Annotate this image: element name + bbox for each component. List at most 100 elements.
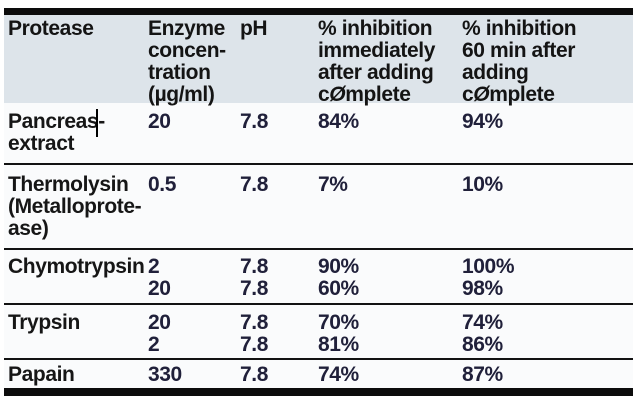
inhibition-value: 90% (318, 255, 359, 278)
ph-value: 7.8 (240, 110, 268, 133)
table-row-pancreas-extract: Pancreas- extract 20 7.8 84% 94% (4, 103, 633, 163)
header-label: pH (240, 17, 268, 40)
concentration-value: 2 (148, 255, 160, 278)
inhibition-60-cell: 100% 98% (458, 256, 633, 300)
header-label: immediately (318, 39, 435, 62)
table-row-trypsin: Trypsin 20 2 7.8 7.8 70% 81% 74% 86% (4, 305, 633, 358)
header-label: % inhibition (462, 17, 577, 40)
inhibition-value: 7% (318, 173, 348, 196)
concentration-cell: 2 20 (144, 256, 236, 300)
ph-cell: 7.8 (236, 111, 314, 133)
slashed-o-glyph: Ø (329, 83, 346, 106)
concentration-cell: 20 2 (144, 312, 236, 356)
ph-cell: 7.8 7.8 (236, 312, 314, 356)
inhibition-60-cell: 74% 86% (458, 312, 633, 356)
inhibition-0-cell: 70% 81% (314, 312, 458, 356)
inhibition-value: 86% (462, 333, 503, 356)
concentration-value: 330 (148, 363, 182, 386)
concentration-value: 0.5 (148, 173, 176, 196)
header-label: after adding (318, 61, 434, 84)
table-row-thermolysin: Thermolysin (Metalloprote- ase) 0.5 7.8 … (4, 165, 633, 248)
inhibition-value: 100% (462, 255, 515, 278)
row-separator (4, 303, 633, 305)
protease-name: Pancreas- (8, 110, 105, 133)
inhibition-0-cell: 74% (314, 364, 458, 386)
ph-value: 7.8 (240, 255, 268, 278)
ph-value: 7.8 (240, 311, 268, 334)
table-header-row: Protease Enzyme concen- tration (µg/ml) … (4, 15, 633, 106)
protease-name: Thermolysin (8, 173, 129, 196)
ph-value: 7.8 (240, 363, 268, 386)
inhibition-60-cell: 10% (458, 174, 633, 196)
header-label: Enzyme (148, 17, 225, 40)
header-label: Protease (8, 17, 94, 40)
table-top-rule (4, 8, 633, 15)
concentration-value: 20 (148, 277, 171, 300)
ph-value: 7.8 (240, 333, 268, 356)
protease-name: ase) (8, 217, 49, 240)
protease-cell: Thermolysin (Metalloprote- ase) (4, 174, 144, 240)
header-label: 60 min after (462, 39, 576, 62)
header-protease: Protease (4, 18, 144, 40)
inhibition-60-cell: 87% (458, 364, 633, 386)
inhibition-value: 74% (462, 311, 503, 334)
row-separator (4, 248, 633, 250)
row-separator (4, 163, 633, 165)
table-row-chymotrypsin: Chymotrypsin 2 20 7.8 7.8 90% 60% 100% 9… (4, 250, 633, 303)
brand-text: c (318, 83, 330, 106)
protease-cell: Trypsin (4, 312, 144, 334)
concentration-cell: 0.5 (144, 174, 236, 196)
inhibition-value: 98% (462, 277, 503, 300)
protease-name: Chymotrypsin (8, 255, 145, 278)
ph-cell: 7.8 (236, 174, 314, 196)
header-label: % inhibition (318, 17, 433, 40)
inhibition-value: 74% (318, 363, 359, 386)
concentration-value: 20 (148, 311, 171, 334)
header-label: concen- (148, 39, 226, 62)
ph-value: 7.8 (240, 277, 268, 300)
row-separator (4, 358, 633, 360)
brand-text: mplete (489, 83, 555, 106)
protease-cell: Chymotrypsin (4, 255, 145, 278)
inhibition-value: 94% (462, 110, 503, 133)
inhibition-value: 70% (318, 311, 359, 334)
inhibition-value: 87% (462, 363, 503, 386)
inhibition-value: 84% (318, 110, 359, 133)
header-enzyme-concentration: Enzyme concen- tration (µg/ml) (144, 18, 236, 106)
inhibition-0-cell: 84% (314, 111, 458, 133)
protease-name: Papain (8, 363, 75, 386)
slashed-o-glyph: Ø (473, 83, 490, 106)
concentration-cell: 330 (144, 364, 236, 386)
header-ph: pH (236, 18, 314, 40)
brand-complete: cØmplete (462, 84, 633, 106)
header-inhibition-immediate: % inhibition immediately after adding cØ… (314, 18, 458, 106)
concentration-value: 2 (148, 333, 160, 356)
brand-text: c (462, 83, 474, 106)
inhibition-0-cell: 7% (314, 174, 458, 196)
text-cursor (96, 109, 98, 137)
header-inhibition-60min: % inhibition 60 min after adding cØmplet… (458, 18, 633, 106)
inhibition-60-cell: 94% (458, 111, 633, 133)
protease-name: (Metalloprote- (8, 195, 142, 218)
table-row-papain: Papain 330 7.8 74% 87% (4, 360, 633, 388)
protease-name: extract (8, 132, 75, 155)
ph-cell: 7.8 (236, 364, 314, 386)
protease-cell: Pancreas- extract (4, 111, 144, 155)
header-label: adding (462, 61, 529, 84)
header-label: tration (148, 61, 211, 84)
table-body: Pancreas- extract 20 7.8 84% 94% (4, 103, 633, 388)
table-bottom-rule (4, 388, 633, 396)
header-label: (µg/ml) (148, 83, 215, 106)
protease-inhibition-table: Protease Enzyme concen- tration (µg/ml) … (4, 8, 633, 396)
brand-text: mplete (345, 83, 411, 106)
ph-cell: 7.8 7.8 (236, 256, 314, 300)
ph-value: 7.8 (240, 173, 268, 196)
protease-name: Trypsin (8, 311, 80, 334)
inhibition-value: 10% (462, 173, 503, 196)
concentration-cell: 20 (144, 111, 236, 133)
inhibition-value: 81% (318, 333, 359, 356)
brand-complete: cØmplete (318, 84, 458, 106)
inhibition-value: 60% (318, 277, 359, 300)
protease-cell: Papain (4, 364, 144, 386)
